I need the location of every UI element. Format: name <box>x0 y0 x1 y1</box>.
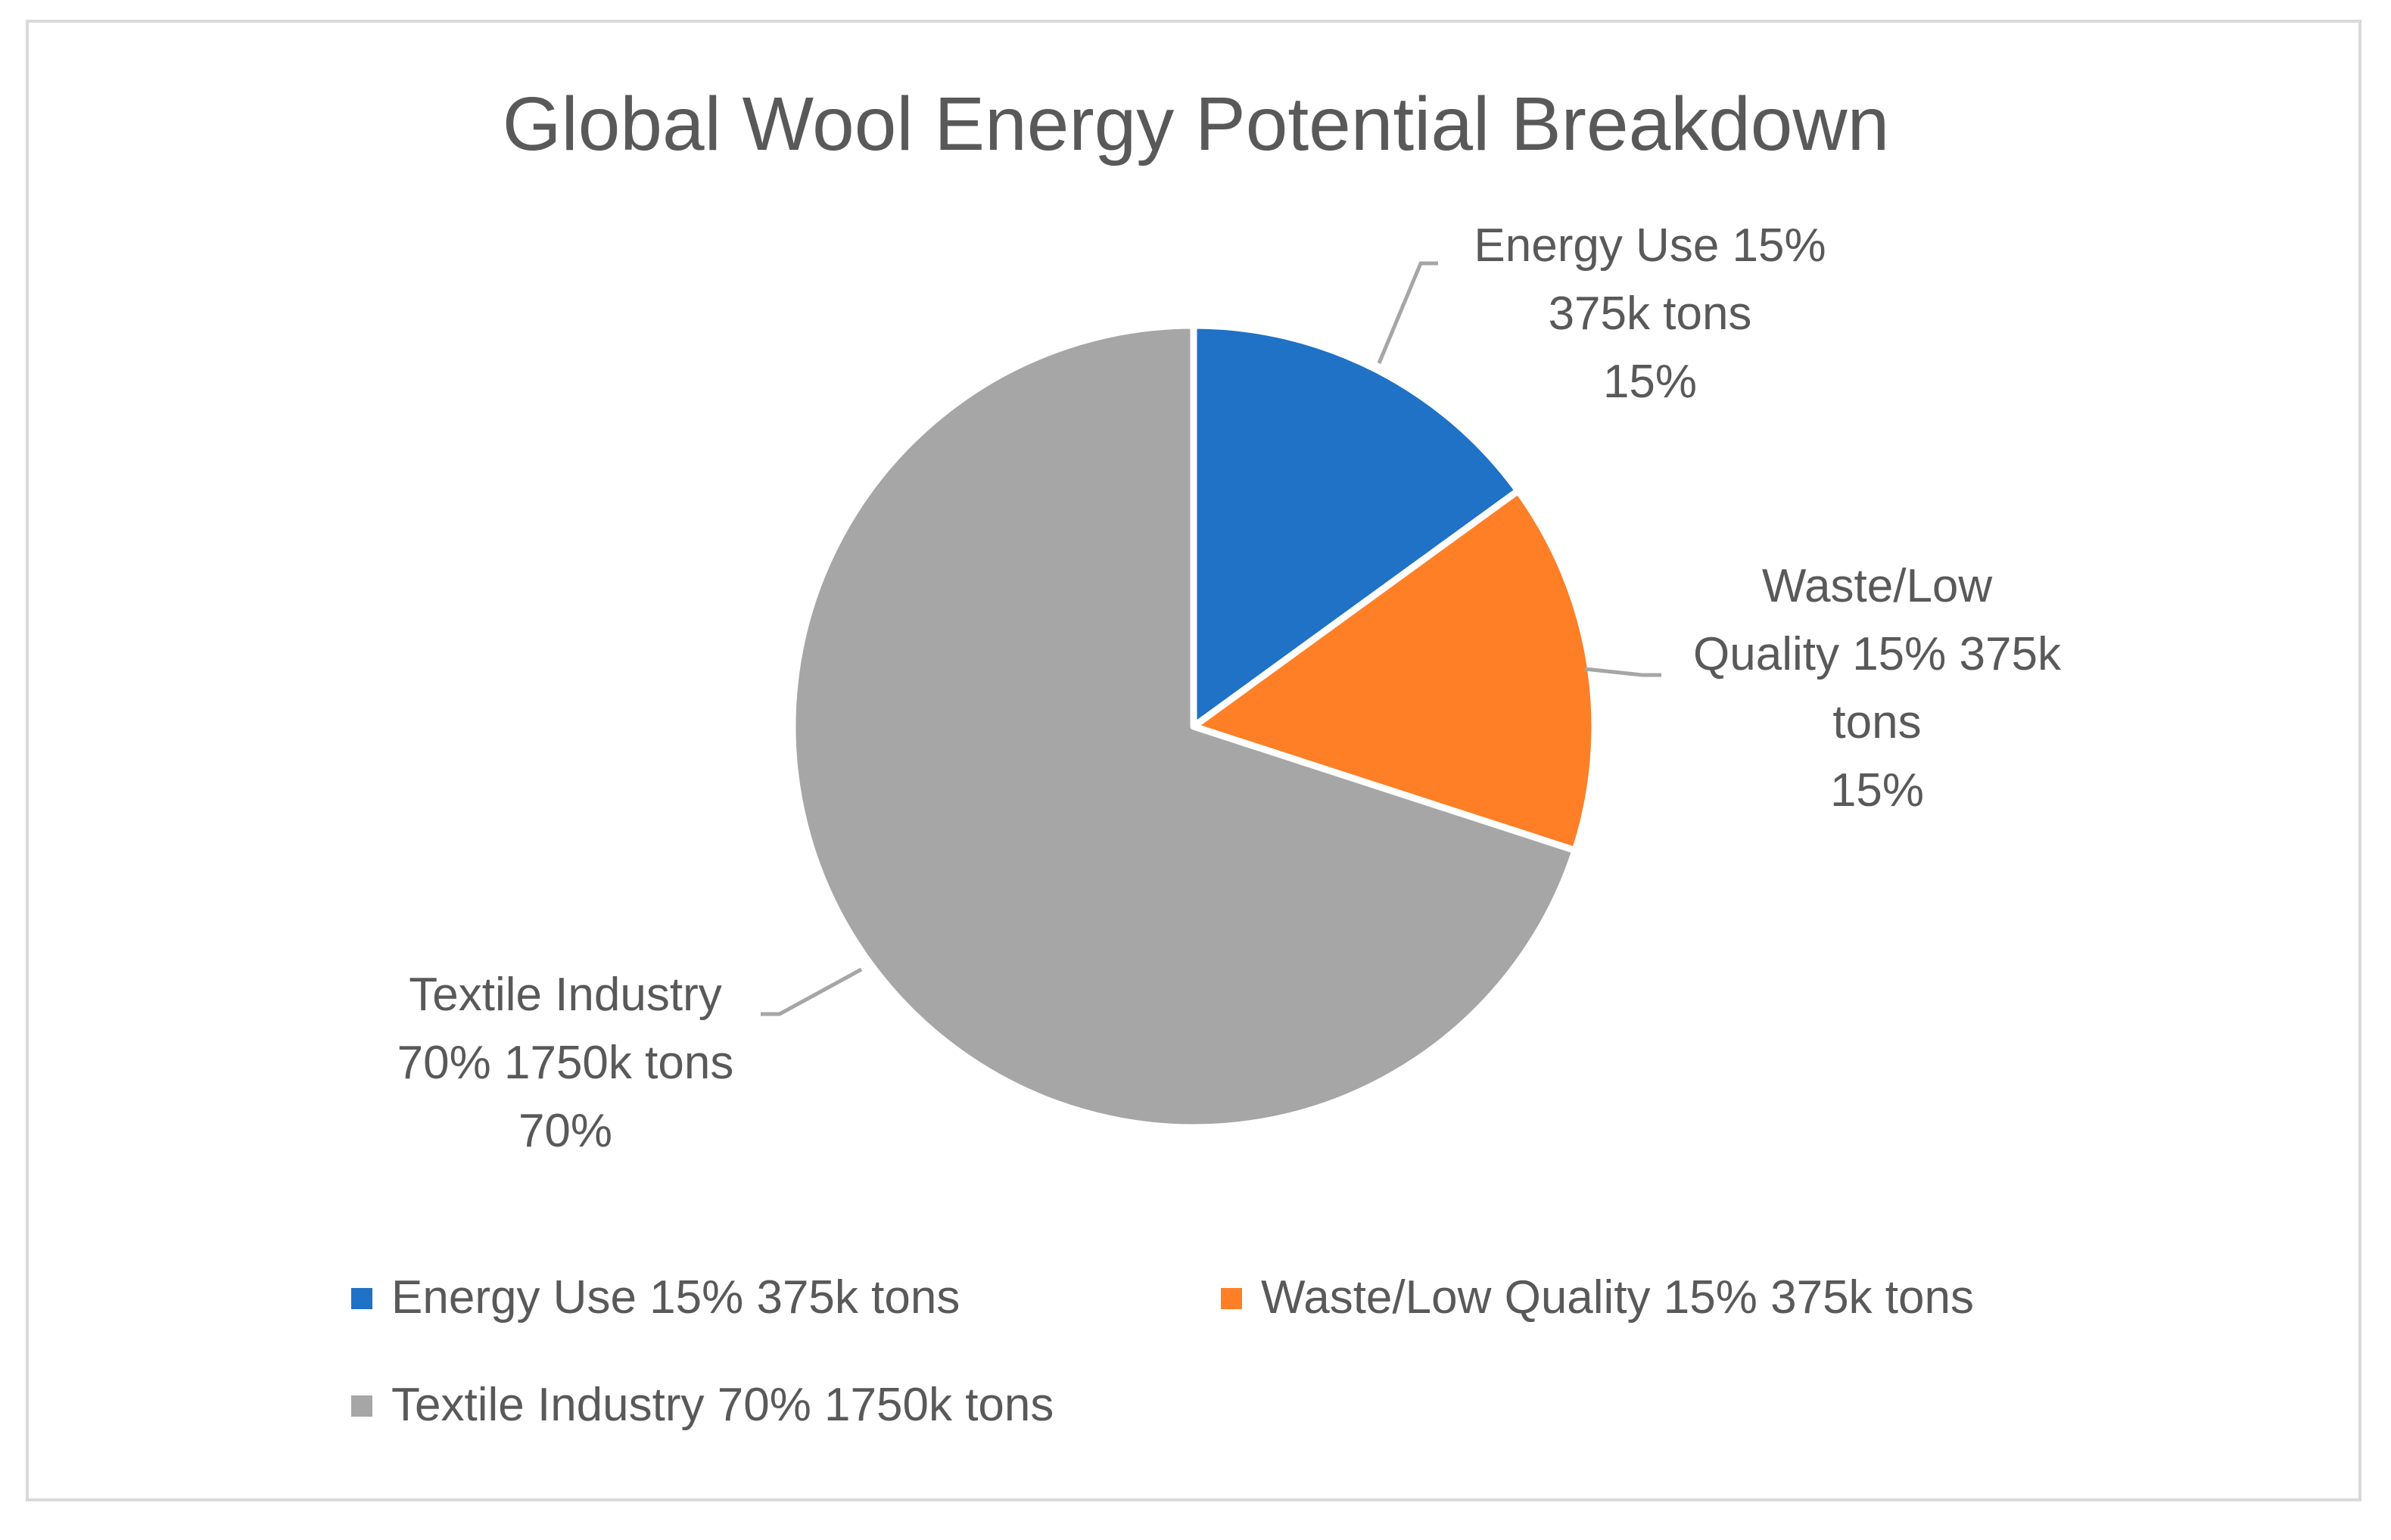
pie-slice-textile-industry-70-1750k-tons <box>789 322 1579 1131</box>
legend-swatch-textile-industry-70-1750k-tons <box>351 1395 372 1417</box>
pie-slices <box>789 322 1599 1131</box>
leader-lines <box>761 261 1661 1016</box>
legend-label-textile-industry-70-1750k-tons: Textile Industry 70% 1750k tons <box>391 1379 1054 1431</box>
data-labels: Energy Use 15% 375k tons 15% Waste/Low Quali… <box>397 219 2062 1157</box>
pie-slice-energy-use-15-375k-tons <box>1190 322 1522 730</box>
legend-swatch-waste-low-quality-15-375k-tons <box>1221 1288 1242 1309</box>
data-label-energy-use-15-375k-tons: Energy Use 15% 375k tons 15% <box>1474 219 1826 408</box>
legend-label-waste-low-quality-15-375k-tons: Waste/Low Quality 15% 375k tons <box>1261 1271 1974 1324</box>
chart-title: Global Wool Energy Potential Breakdown <box>503 82 1890 166</box>
leader-line-energy-use-15-375k-tons <box>1377 261 1438 364</box>
leader-line-waste-low-quality-15-375k-tons <box>1584 667 1661 677</box>
legend-label-energy-use-15-375k-tons: Energy Use 15% 375k tons <box>391 1271 960 1324</box>
data-label-waste-low-quality-15-375k-tons: Waste/Low Quality 15% 375k tons 15% <box>1693 560 2062 817</box>
pie-slice-waste-low-quality-15-375k-tons <box>1190 487 1599 854</box>
legend: Energy Use 15% 375k tons Waste/Low Qualit… <box>351 1271 1974 1431</box>
data-label-textile-industry-70-1750k-tons: Textile Industry 70% 1750k tons 70% <box>397 969 734 1157</box>
leader-line-textile-industry-70-1750k-tons <box>761 967 863 1016</box>
legend-swatch-energy-use-15-375k-tons <box>351 1288 372 1309</box>
